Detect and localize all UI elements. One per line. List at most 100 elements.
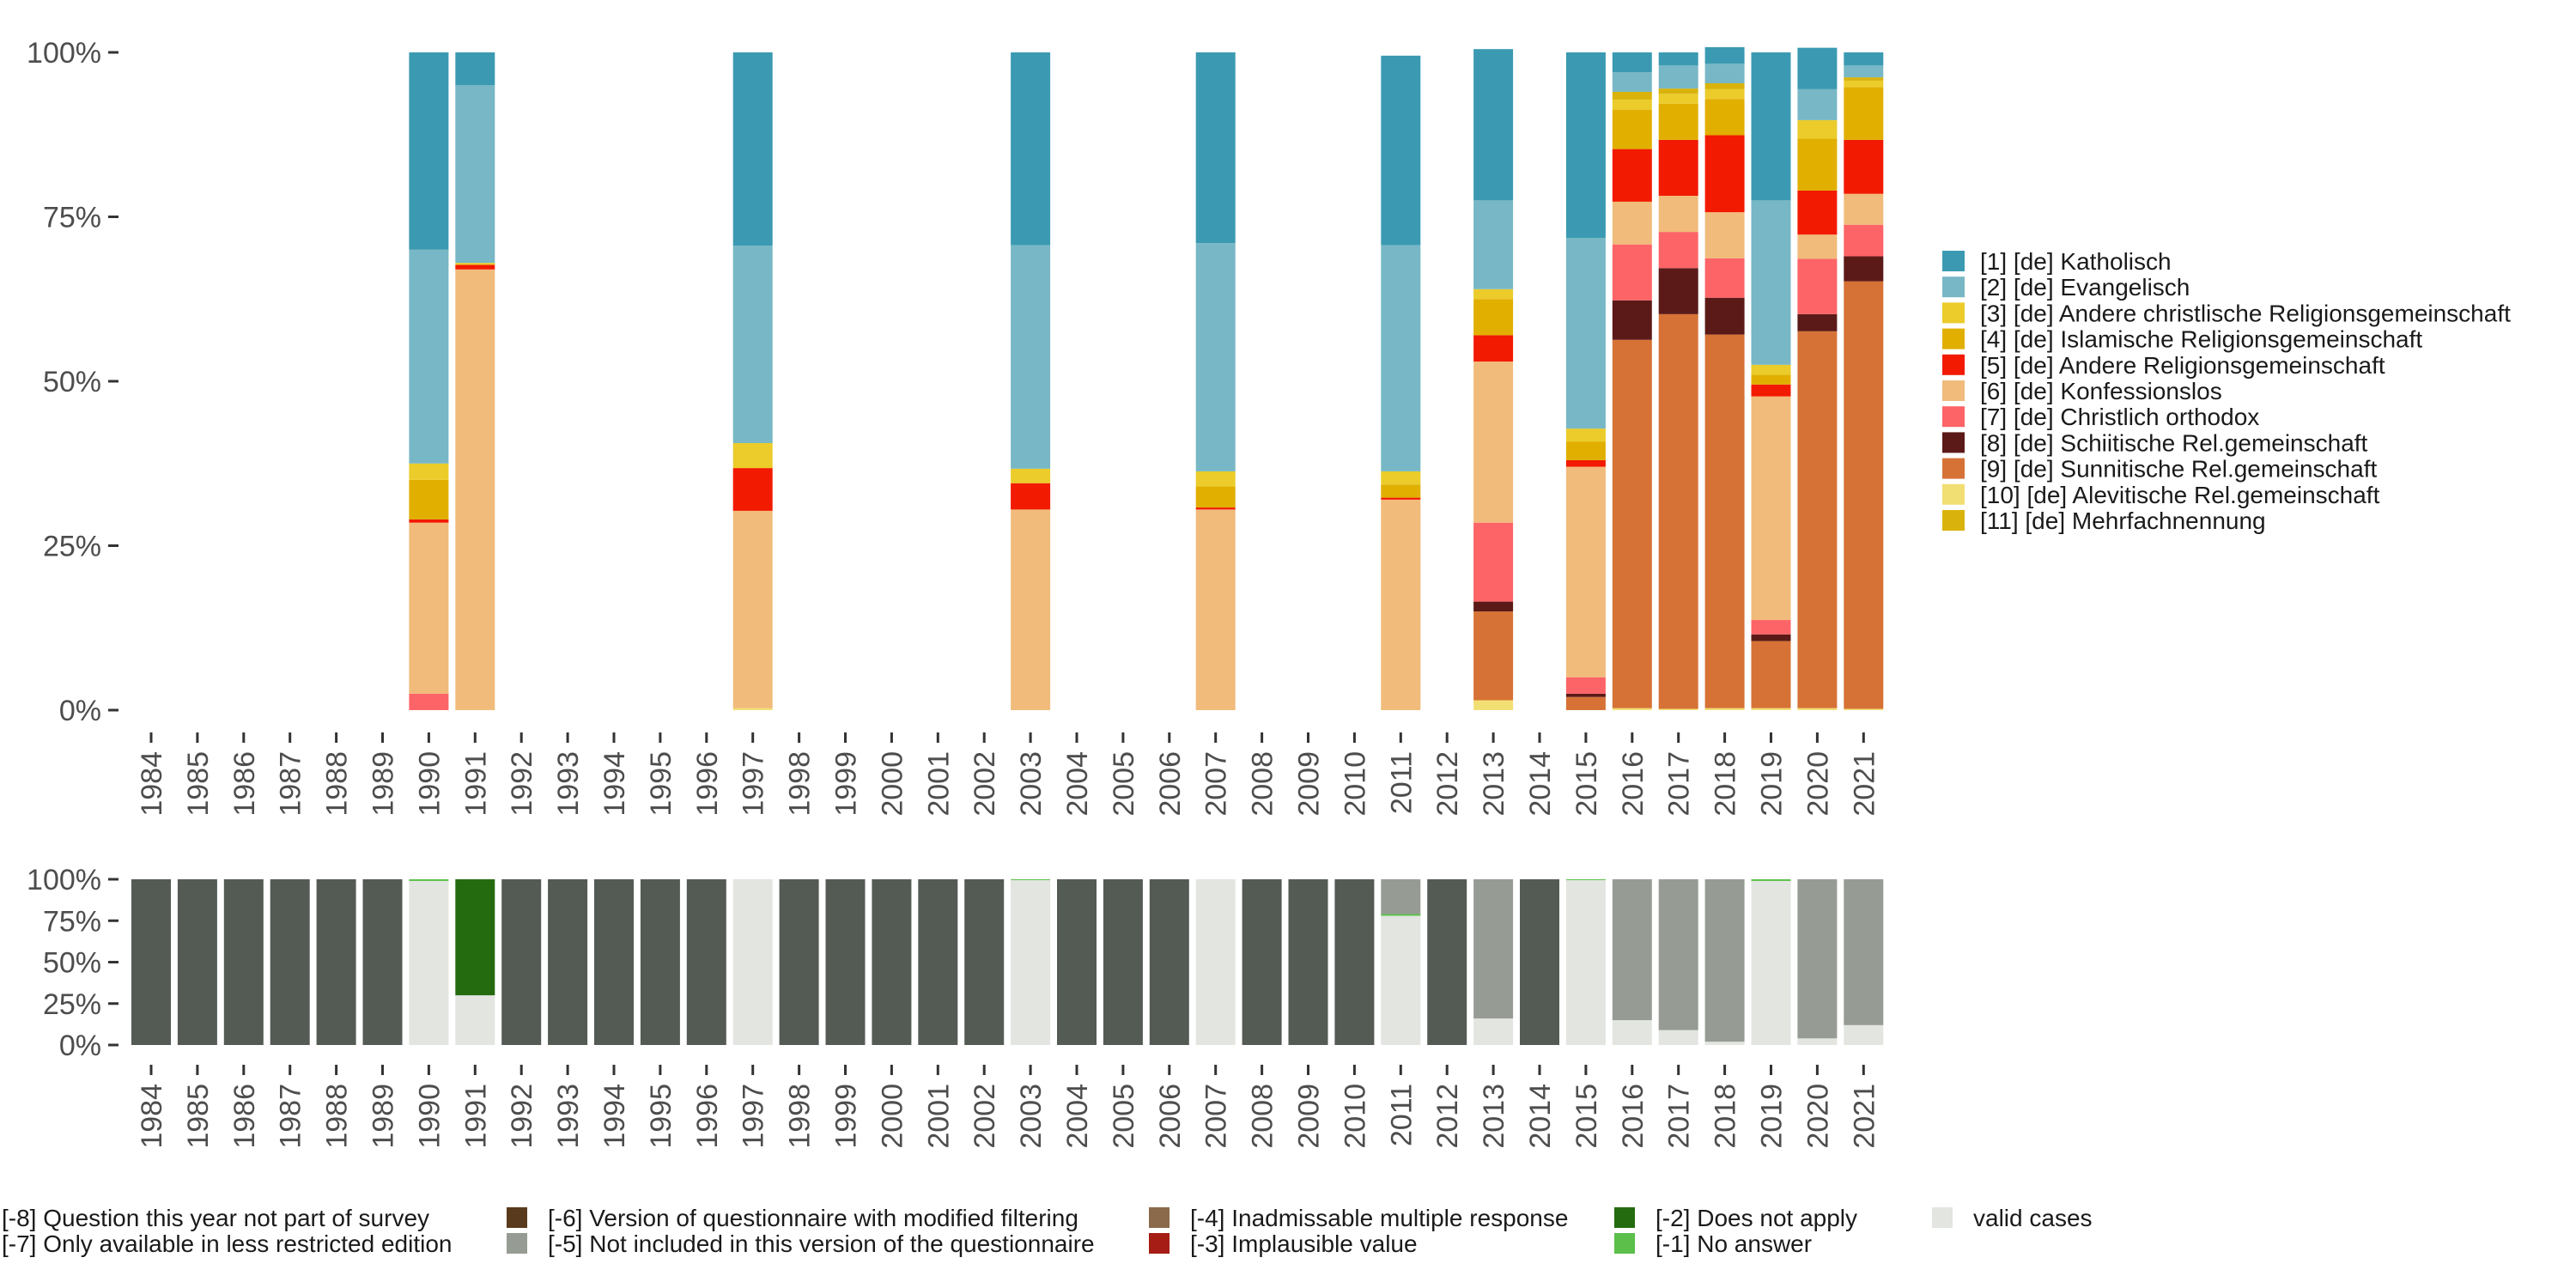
bar-segment (1704, 64, 1745, 84)
legend-swatch (507, 1207, 527, 1228)
bar-segment (594, 879, 634, 1045)
x-tick-label: 1990 (413, 751, 446, 817)
bar-segment (1704, 1042, 1745, 1045)
bar-segment (1612, 300, 1652, 340)
bar-segment (1704, 83, 1745, 89)
y-tick-label: 0% (59, 1030, 101, 1062)
bar-segment (1195, 507, 1236, 510)
bar-segment (1751, 396, 1791, 621)
bar-segment (1565, 52, 1606, 239)
legend-swatch (1149, 1207, 1170, 1228)
bar-segment (1565, 879, 1606, 1045)
bar-segment (131, 879, 171, 1045)
bar-segment (732, 468, 773, 511)
legend-swatch (1942, 328, 1965, 349)
legend-label: [-5] Not included in this version of the… (548, 1230, 1095, 1257)
y-tick-label: 100% (27, 864, 101, 896)
x-tick-label: 2013 (1478, 751, 1510, 817)
bar-segment (1520, 879, 1559, 1045)
bar-segment (1195, 471, 1236, 487)
bar-segment (1704, 334, 1745, 708)
x-tick-label: 2014 (1524, 751, 1557, 817)
bar-segment (1658, 708, 1698, 710)
bar-segment (1797, 1038, 1838, 1045)
bar-segment (1565, 459, 1606, 467)
bar-segment (409, 693, 449, 710)
x-tick-label: 2004 (1061, 1084, 1094, 1149)
bar-segment (872, 879, 912, 1045)
x-tick-label: 2012 (1431, 1084, 1464, 1149)
bar-segment (455, 52, 495, 86)
bottom-chart-case-status: 0% 25% 50% 75% 100% 1984 1985 1986 1987 1988 1989 1… (27, 864, 1884, 1149)
legend-label: [8] [de] Schiitische Rel.gemeinschaft (1980, 429, 2368, 456)
bar-segment (1195, 879, 1236, 1045)
legend-label: [10] [de] Alevitische Rel.gemeinschaft (1980, 482, 2380, 508)
bar-segment (1704, 297, 1745, 335)
legend-label: valid cases (1973, 1205, 2093, 1231)
bar-segment (455, 995, 495, 1045)
x-tick-label: 2008 (1247, 1084, 1279, 1149)
x-tick-label: 2009 (1293, 751, 1326, 817)
x-tick-label: 2017 (1663, 751, 1696, 817)
legend-swatch (1614, 1233, 1635, 1254)
bar-segment (1797, 47, 1838, 89)
bar-segment (1612, 149, 1652, 202)
x-tick-label: 2008 (1247, 751, 1279, 817)
x-tick-label: 1988 (321, 1084, 354, 1149)
bar-segment (1103, 879, 1143, 1045)
legend-label: [-3] Implausible value (1190, 1230, 1418, 1257)
bar-segment (1844, 193, 1884, 225)
bar-segment (1797, 879, 1838, 1039)
bar-segment (409, 52, 449, 250)
bar-segment (409, 519, 449, 523)
bar-segment (1612, 71, 1652, 92)
bar-segment (1658, 65, 1698, 89)
bar-segment (409, 249, 449, 464)
x-tick-label: 2006 (1154, 1084, 1187, 1149)
legend-swatch (1942, 510, 1965, 531)
legend-label: [-8] Question this year not part of surv… (2, 1205, 429, 1231)
bar-segment (1844, 77, 1884, 81)
x-tick-label: 2004 (1061, 751, 1094, 817)
bar-segment (825, 879, 866, 1045)
bar-segment (455, 85, 495, 264)
x-tick-label: 2021 (1848, 1084, 1880, 1149)
bar-segment (1751, 620, 1791, 635)
bar-segment (1334, 879, 1375, 1045)
bar-segment (1473, 361, 1514, 523)
bar-segment (1057, 879, 1097, 1045)
bar-segment (177, 879, 217, 1045)
bar-segment (1473, 200, 1514, 289)
bar-segment (1565, 696, 1606, 710)
y-tick-label: 100% (27, 37, 101, 70)
bar-segment (779, 879, 819, 1045)
bar-segment (1381, 245, 1421, 471)
bar-segment (409, 879, 449, 881)
bar-segment (1473, 299, 1514, 336)
bar-segment (1704, 708, 1745, 710)
bar-segment (501, 879, 542, 1045)
x-tick-label: 2020 (1801, 1084, 1834, 1149)
x-tick-label: 2007 (1200, 751, 1233, 817)
x-tick-label: 1999 (830, 1084, 863, 1149)
x-tick-label: 1985 (182, 751, 215, 817)
top-chart-religion-share: 0% 25% 50% 75% 100% 1984 1985 1986 1987 1988 1989 1… (27, 37, 1884, 817)
bar-segment (1797, 258, 1838, 314)
bar-segment (1751, 880, 1791, 1045)
legend-label: [11] [de] Mehrfachnennung (1980, 507, 2266, 534)
bar-segment (1011, 879, 1051, 1045)
x-tick-label: 1985 (182, 1084, 215, 1149)
x-tick-label: 2018 (1710, 751, 1742, 817)
bar-segment (1565, 428, 1606, 442)
bar-segment (1751, 641, 1791, 708)
x-tick-label: 2001 (922, 751, 955, 817)
y-tick-label: 0% (59, 695, 101, 727)
bar-segment (1149, 879, 1189, 1045)
bar-segment (1704, 212, 1745, 258)
bar-segment (1844, 708, 1884, 710)
bar-segment (1473, 601, 1514, 612)
bar-segment (1844, 52, 1884, 66)
bar-segment (1011, 245, 1051, 469)
bar-segment (1242, 879, 1282, 1045)
bar-segment (409, 463, 449, 480)
